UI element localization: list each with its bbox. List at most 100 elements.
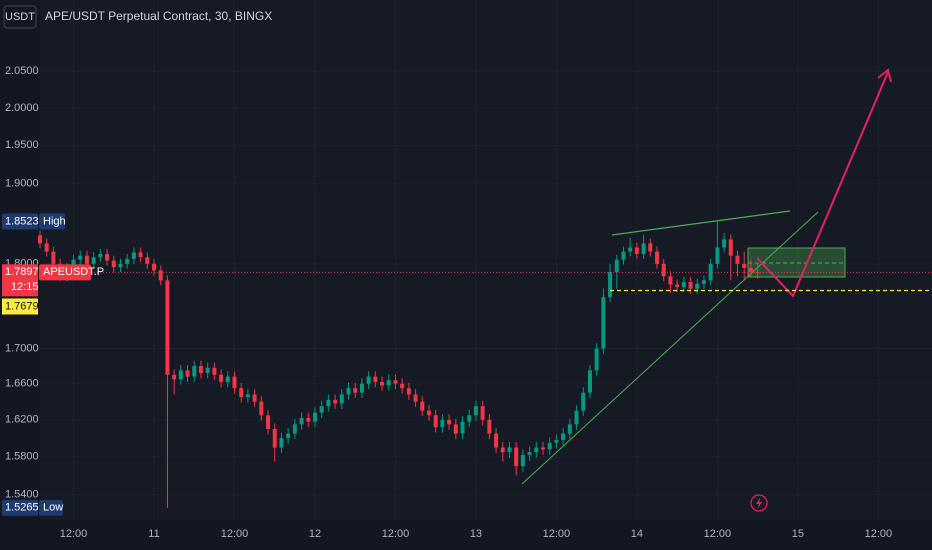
candle-body bbox=[453, 424, 458, 434]
candle-body bbox=[561, 433, 566, 441]
high-tag: High bbox=[43, 215, 66, 227]
candle-body bbox=[507, 447, 512, 453]
candle-body bbox=[78, 255, 83, 260]
candle-body bbox=[594, 348, 599, 371]
candle-body bbox=[400, 383, 405, 389]
candle-body bbox=[239, 388, 244, 398]
candle-body bbox=[520, 454, 525, 467]
candle-body bbox=[198, 365, 203, 374]
candle-body bbox=[634, 247, 639, 255]
last-price-bg bbox=[2, 264, 38, 297]
x-tick-label: 12:00 bbox=[704, 528, 732, 540]
candle-body bbox=[138, 252, 143, 258]
candle-body bbox=[105, 254, 110, 261]
low-price: 1.5265 bbox=[5, 502, 39, 514]
countdown: 12:15 bbox=[11, 281, 39, 293]
x-tick-label: 12:00 bbox=[382, 528, 410, 540]
currency-badge[interactable] bbox=[3, 5, 37, 29]
candle-body bbox=[165, 280, 170, 375]
candle-body bbox=[185, 370, 190, 377]
candle-body bbox=[178, 370, 183, 380]
y-tick-label: 2.0500 bbox=[5, 65, 39, 77]
candle-body bbox=[145, 257, 150, 264]
candle-body bbox=[84, 255, 89, 264]
candle-body bbox=[353, 388, 358, 393]
candle-body bbox=[587, 370, 592, 393]
candle-body bbox=[131, 252, 136, 259]
x-tick-label: 12:00 bbox=[221, 528, 249, 540]
high-price-bg bbox=[2, 213, 38, 230]
candle-body bbox=[71, 259, 76, 268]
candle-body bbox=[715, 247, 720, 264]
candle-body bbox=[373, 376, 378, 382]
alert-icon[interactable] bbox=[750, 494, 768, 512]
candle-body bbox=[333, 399, 338, 404]
high-tag-bg bbox=[39, 213, 65, 230]
candle-body bbox=[380, 381, 385, 386]
candle-body bbox=[420, 401, 425, 411]
candle-body bbox=[735, 255, 740, 264]
candle-body bbox=[272, 428, 277, 448]
chart-title: APE/USDT Perpetual Contract, 30, BINGX bbox=[45, 9, 272, 23]
candle-body bbox=[621, 251, 626, 260]
candle-body bbox=[232, 376, 237, 389]
candle-body bbox=[701, 280, 706, 284]
y-tick-label: 1.5800 bbox=[5, 451, 39, 463]
candle-body bbox=[152, 263, 157, 271]
last-price: 1.7897 bbox=[5, 266, 39, 278]
candle-body bbox=[614, 259, 619, 273]
x-tick-label: 14 bbox=[631, 528, 643, 540]
x-tick-label: 12:00 bbox=[60, 528, 88, 540]
candle-body bbox=[433, 415, 438, 428]
candle-body bbox=[406, 388, 411, 395]
candle-body bbox=[695, 283, 700, 289]
candle-body bbox=[91, 257, 96, 264]
candle-body bbox=[473, 406, 478, 416]
candle-body bbox=[158, 270, 163, 281]
candle-body bbox=[38, 235, 42, 244]
y-tick-label: 1.9000 bbox=[5, 178, 39, 190]
candle-body bbox=[641, 243, 646, 255]
candle-body bbox=[748, 267, 753, 273]
resistance-line bbox=[611, 210, 791, 236]
candle-body bbox=[225, 376, 230, 382]
symbol-tag-bg bbox=[39, 264, 91, 281]
low-tag-bg bbox=[39, 499, 63, 516]
candle-body bbox=[668, 276, 673, 285]
candle-body bbox=[675, 284, 680, 288]
candle-body bbox=[192, 365, 197, 377]
candle-body bbox=[547, 442, 552, 450]
level-price: 1.7679 bbox=[5, 300, 39, 312]
candle-body bbox=[111, 260, 116, 268]
candle-body bbox=[286, 433, 291, 439]
x-tick-label: 12:00 bbox=[865, 528, 893, 540]
candle-body bbox=[252, 394, 257, 402]
candle-body bbox=[681, 282, 686, 288]
candle-body bbox=[554, 440, 559, 443]
candle-body bbox=[742, 263, 747, 268]
alert-bolt bbox=[756, 497, 762, 509]
low-price-bg bbox=[2, 499, 38, 516]
candle-body bbox=[500, 447, 505, 453]
candle-body bbox=[534, 447, 539, 453]
symbol-tag: APEUSDT.P bbox=[43, 266, 104, 278]
candle-body bbox=[648, 243, 653, 252]
candle-body bbox=[728, 239, 733, 256]
y-tick-label: 1.6600 bbox=[5, 378, 39, 390]
candle-body bbox=[393, 380, 398, 384]
candle-body bbox=[205, 367, 210, 374]
candle-body bbox=[359, 383, 364, 393]
candle-body bbox=[426, 410, 431, 416]
candle-body bbox=[259, 401, 264, 416]
candle-body bbox=[608, 272, 613, 298]
candle-body bbox=[279, 438, 284, 448]
low-tag: Low bbox=[43, 502, 63, 514]
y-tick-label: 1.6200 bbox=[5, 414, 39, 426]
candle-body bbox=[44, 243, 49, 252]
drawings bbox=[521, 68, 892, 512]
candle-body bbox=[514, 447, 519, 467]
candle-body bbox=[413, 394, 418, 402]
candle-body bbox=[655, 251, 660, 264]
